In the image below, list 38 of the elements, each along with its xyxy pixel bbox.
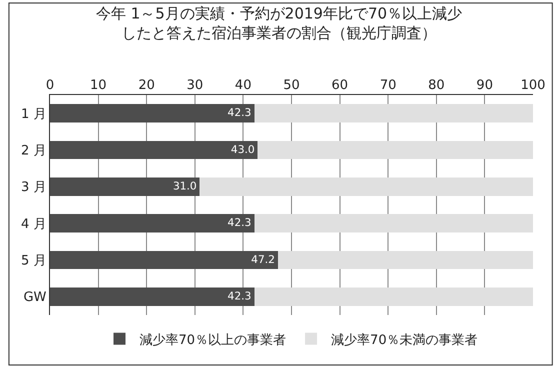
x-tick-label: 0 [46,78,54,93]
x-tick-label: 90 [476,78,493,93]
data-label: 43.0 [230,142,255,156]
x-tick-label: 80 [428,78,445,93]
data-label: 47.2 [251,252,275,266]
y-tick-label: 1 月 [20,106,46,122]
y-tick-label: 2 月 [20,144,46,159]
bar [50,178,200,196]
data-label: 42.3 [228,106,252,120]
bar [278,250,533,270]
legend-label: 減少率70％未満の事業者 [331,332,478,348]
bar [50,104,254,122]
chart-title: 今年 1～5月の実績・予約が2019年比で70％以上減少したと答えた宿泊事業者の割合（観光庁調査） [96,4,462,42]
bar [254,288,533,306]
y-tick-label: 5 月 [20,254,46,269]
legend-label: 減少率70％以上の事業者 [140,332,286,348]
y-tick-label: GW [23,290,47,306]
x-tick-label: 70 [380,78,396,93]
y-tick-label: 4 月 [20,216,46,232]
bar [200,178,533,196]
x-tick-label: 30 [186,78,204,93]
bar [258,140,533,160]
x-tick-label: 10 [90,78,107,93]
bar [254,104,533,122]
x-tick-label: 60 [332,78,348,93]
bar [50,214,254,232]
x-tick-label: 100 [520,78,546,93]
data-label: 42.3 [228,216,252,230]
data-label: 31.0 [172,180,197,193]
bar [50,288,254,306]
bar [50,140,258,160]
bar [254,214,533,232]
x-tick-label: 40 [234,78,252,93]
x-tick-label: 20 [138,78,155,93]
bar [50,250,278,270]
y-tick-label: 3 月 [20,180,46,196]
data-label: 42.3 [228,290,252,303]
x-tick-label: 50 [283,78,300,93]
